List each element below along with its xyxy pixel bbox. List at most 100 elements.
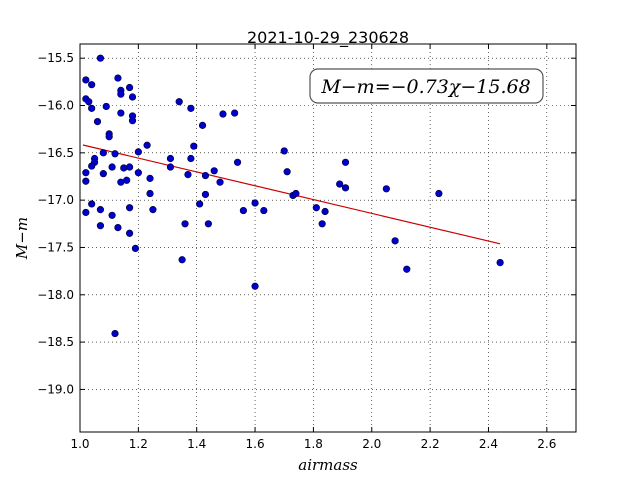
data-point <box>204 220 212 228</box>
data-point <box>496 259 504 267</box>
x-tick-label: 2.6 <box>537 437 556 451</box>
data-point <box>341 184 350 192</box>
data-point <box>201 190 210 199</box>
data-point <box>126 163 134 171</box>
data-point <box>435 189 443 198</box>
data-point <box>126 229 134 237</box>
data-point <box>166 163 175 171</box>
data-point <box>210 167 218 175</box>
data-point <box>82 76 90 84</box>
data-point <box>82 208 90 217</box>
data-point <box>146 189 154 198</box>
data-point <box>111 329 119 338</box>
data-point <box>283 168 291 176</box>
data-point <box>196 200 204 208</box>
data-point <box>126 204 134 212</box>
data-point <box>321 207 329 216</box>
data-point <box>312 204 320 212</box>
chart-title: 2021-10-29_230628 <box>247 28 409 48</box>
data-point <box>149 206 157 214</box>
data-point <box>111 150 119 158</box>
x-tick-label: 2.2 <box>421 437 440 451</box>
data-point <box>85 98 93 106</box>
x-tick-label: 2.4 <box>479 437 498 451</box>
x-tick-label: 1.6 <box>246 437 265 451</box>
data-point <box>382 185 390 193</box>
data-point <box>336 180 344 188</box>
data-point <box>117 109 125 117</box>
data-points <box>82 54 504 338</box>
data-point <box>175 98 183 106</box>
data-point <box>292 189 300 198</box>
plot-frame <box>79 43 577 433</box>
data-point <box>403 265 411 273</box>
data-point <box>190 142 198 150</box>
data-point <box>96 54 105 62</box>
data-point <box>198 121 207 129</box>
data-point <box>187 154 195 163</box>
y-tick-label: −17.5 <box>37 240 74 254</box>
y-tick-label: −19.0 <box>37 382 74 396</box>
data-point <box>231 109 239 117</box>
x-axis-label: airmass <box>298 456 358 474</box>
x-tick-label: 2.0 <box>362 437 381 451</box>
data-point <box>99 170 107 178</box>
data-point <box>93 117 102 126</box>
y-tick-label: −16.5 <box>37 146 74 160</box>
data-point <box>96 222 105 230</box>
data-point <box>166 154 175 163</box>
y-tick-label: −18.5 <box>37 335 74 349</box>
x-tick-label: 1.4 <box>187 437 206 451</box>
data-point <box>99 149 107 157</box>
data-point <box>251 199 259 207</box>
data-point <box>108 163 116 171</box>
data-point <box>219 110 227 118</box>
data-point <box>105 133 113 141</box>
data-point <box>88 162 96 170</box>
data-point <box>120 164 128 172</box>
x-tick-label: 1.8 <box>304 437 323 451</box>
data-point <box>239 206 247 215</box>
data-point <box>88 104 96 112</box>
data-point <box>187 104 195 112</box>
x-tick-label: 1.2 <box>129 437 148 451</box>
data-point <box>181 220 189 228</box>
data-point <box>117 90 125 98</box>
y-tick-label: −17.0 <box>37 193 74 207</box>
y-tick-label: −15.5 <box>37 51 74 65</box>
data-point <box>102 102 110 111</box>
data-point <box>341 158 350 166</box>
data-point <box>134 169 142 177</box>
data-point <box>233 158 242 166</box>
x-tick-label: 1.0 <box>70 437 89 451</box>
data-point <box>88 81 96 89</box>
data-point <box>128 93 137 101</box>
axis-ticks: 1.0 1.2 1.4 1.6 1.8 2.0 2.2 2.4 2.6 −15.5 −16.0 −16… <box>37 44 576 451</box>
data-point <box>251 282 259 290</box>
data-point <box>82 169 90 177</box>
data-point <box>108 211 116 219</box>
data-point <box>184 170 192 179</box>
data-point <box>201 171 210 180</box>
data-point <box>146 174 154 182</box>
annotation-box <box>309 68 544 104</box>
data-point <box>96 206 105 214</box>
data-point <box>88 200 96 208</box>
data-point <box>134 148 142 156</box>
data-point <box>318 220 326 228</box>
data-point <box>216 178 224 186</box>
data-point <box>280 147 288 155</box>
data-point <box>131 244 140 253</box>
data-point <box>114 74 122 82</box>
data-point <box>128 117 137 125</box>
grid <box>79 44 576 432</box>
annotation-text: M−m=−0.73χ−15.68 <box>320 76 530 98</box>
data-point <box>143 141 151 149</box>
data-point <box>178 256 186 264</box>
data-point <box>260 206 268 215</box>
fit-annotation: M−m=−0.73χ−15.68 <box>309 68 544 104</box>
y-axis-label: M−m <box>13 217 31 260</box>
y-tick-label: −16.0 <box>37 99 74 113</box>
data-point <box>391 237 399 245</box>
